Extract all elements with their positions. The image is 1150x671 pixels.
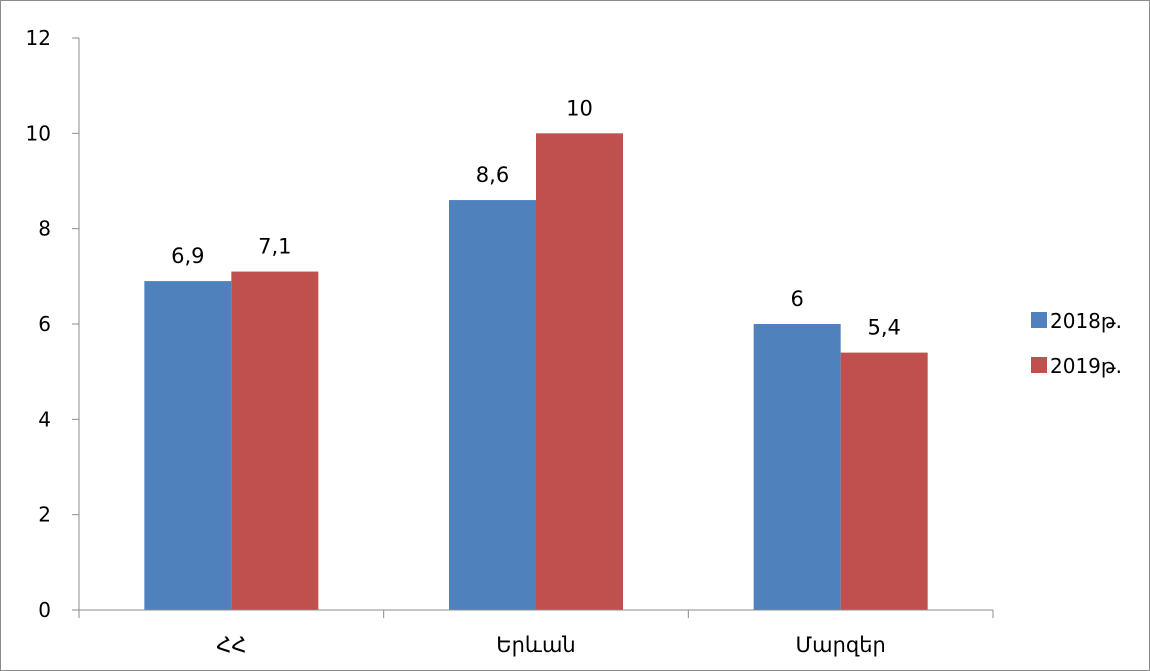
- y-tick-label: 2: [38, 503, 51, 527]
- data-label: 7,1: [258, 235, 291, 259]
- bar-series1-1: [449, 200, 536, 611]
- bar-series1-2: [753, 324, 841, 610]
- data-label: 6,9: [171, 244, 204, 268]
- data-label: 5,4: [867, 316, 900, 340]
- legend-swatch: [1031, 357, 1047, 373]
- legend-label: 2019թ.: [1050, 354, 1122, 378]
- bar-series2-2: [840, 352, 928, 610]
- axes-layer: [72, 37, 994, 618]
- legend-swatch: [1031, 312, 1047, 328]
- y-tick-label: 6: [38, 312, 51, 336]
- legend-label: 2018թ.: [1050, 309, 1122, 333]
- category-label: ՀՀ: [216, 633, 246, 657]
- y-tick-label: 8: [38, 217, 51, 241]
- legend: 2018թ. 2019թ.: [1031, 309, 1122, 378]
- category-label: Մարզեր: [795, 633, 885, 657]
- y-tick-label: 12: [26, 26, 51, 50]
- bar-series2-1: [536, 133, 623, 611]
- labels-layer: 6,9 7,1 ՀՀ 8,6 10 Երևան 6 5,4 Մարզեր 0 2 4 6 8 10 12: [26, 26, 901, 657]
- bars-layer: [144, 133, 928, 611]
- data-label: 6: [790, 287, 803, 311]
- y-tick-label: 10: [26, 121, 51, 145]
- bar-series1-0: [144, 281, 232, 610]
- y-tick-label: 4: [38, 407, 51, 431]
- category-label: Երևան: [496, 633, 576, 657]
- data-label: 8,6: [476, 163, 509, 187]
- y-tick-label: 0: [38, 598, 51, 622]
- data-label: 10: [566, 96, 593, 120]
- bar-series2-0: [231, 271, 319, 610]
